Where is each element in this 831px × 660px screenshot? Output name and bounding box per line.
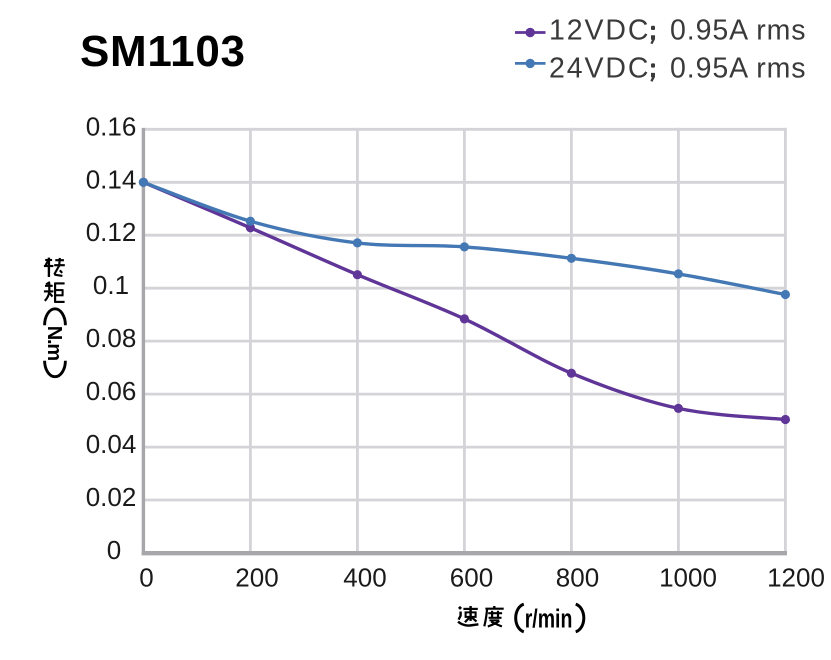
- svg-text:800: 800: [556, 563, 599, 593]
- svg-text:0.02: 0.02: [86, 482, 137, 512]
- svg-text:0.95A rms: 0.95A rms: [670, 15, 806, 47]
- svg-text:400: 400: [343, 563, 386, 593]
- svg-text:24VDC: 24VDC: [549, 52, 650, 84]
- svg-text:SM1103: SM1103: [80, 27, 246, 76]
- svg-text:0: 0: [107, 535, 121, 565]
- svg-text:r/min: r/min: [525, 604, 573, 633]
- svg-text:0.12: 0.12: [86, 217, 137, 247]
- svg-text:0.04: 0.04: [86, 429, 137, 459]
- svg-text:0.1: 0.1: [93, 270, 129, 300]
- svg-text:200: 200: [235, 563, 278, 593]
- svg-text:0.14: 0.14: [86, 164, 137, 194]
- svg-text:1200: 1200: [767, 563, 825, 593]
- svg-text:12VDC: 12VDC: [549, 15, 650, 47]
- svg-text:0.06: 0.06: [86, 376, 137, 406]
- svg-text:0.08: 0.08: [86, 323, 137, 353]
- svg-text:1000: 1000: [659, 563, 717, 593]
- svg-text:N.m: N.m: [43, 326, 65, 361]
- svg-text:0: 0: [139, 563, 153, 593]
- svg-text:0.16: 0.16: [86, 111, 137, 141]
- svg-text:0.95A rms: 0.95A rms: [670, 52, 806, 84]
- svg-text:600: 600: [450, 563, 493, 593]
